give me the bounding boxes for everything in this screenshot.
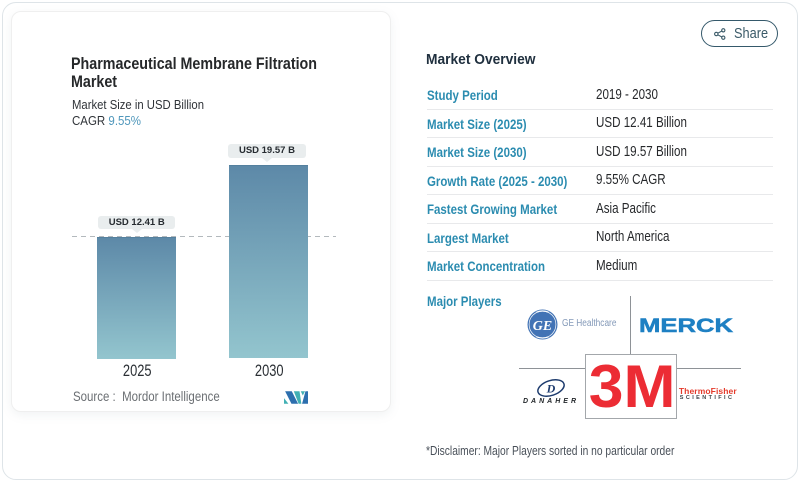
svg-text:GE: GE — [533, 319, 552, 334]
svg-text:D: D — [546, 381, 556, 395]
